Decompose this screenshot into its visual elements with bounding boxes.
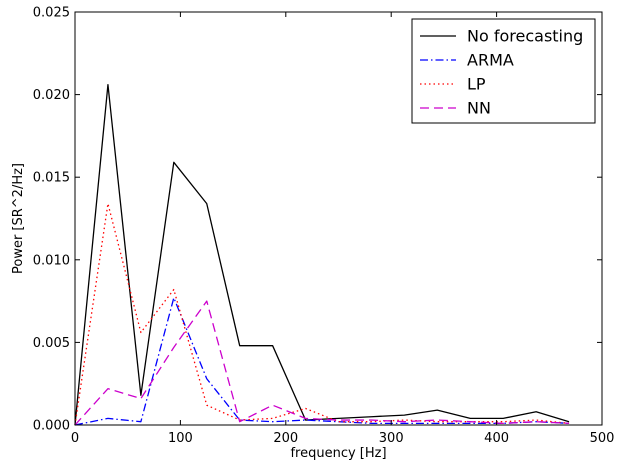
y-tick-label: 0.005 xyxy=(33,336,70,351)
y-tick-label: 0.010 xyxy=(33,253,70,268)
legend-label-lp: LP xyxy=(467,75,486,94)
axes-layer xyxy=(74,11,603,426)
x-axis-title: frequency [Hz] xyxy=(290,446,386,461)
tick-layer: 0 100 200 300 400 500 0.000 0.005 0.010 0.015 0.02… xyxy=(33,6,615,447)
legend-label-arma: ARMA xyxy=(467,51,514,70)
series-line-lp xyxy=(74,202,570,426)
legend: No forecasting ARMA LP NN xyxy=(411,18,596,124)
legend-label-no-forecasting: No forecasting xyxy=(467,27,583,46)
series-line-arma xyxy=(74,297,570,426)
x-tick-label: 300 xyxy=(379,431,404,446)
y-tick-label: 0.015 xyxy=(33,171,70,186)
axes-frame xyxy=(74,11,603,426)
y-tick-label: 0.025 xyxy=(33,6,70,21)
x-tick-label: 400 xyxy=(484,431,509,446)
x-tick-label: 100 xyxy=(168,431,193,446)
legend-label-nn: NN xyxy=(467,99,491,118)
x-tick-label: 200 xyxy=(273,431,298,446)
series-layer xyxy=(74,84,570,426)
y-axis-title: Power [SR^2/Hz] xyxy=(11,163,26,274)
y-tick-label: 0.000 xyxy=(33,419,70,434)
x-tick-label: 500 xyxy=(590,431,615,446)
series-line-nn xyxy=(74,300,570,426)
x-tick-label: 0 xyxy=(71,431,79,446)
y-tick-label: 0.020 xyxy=(33,88,70,103)
